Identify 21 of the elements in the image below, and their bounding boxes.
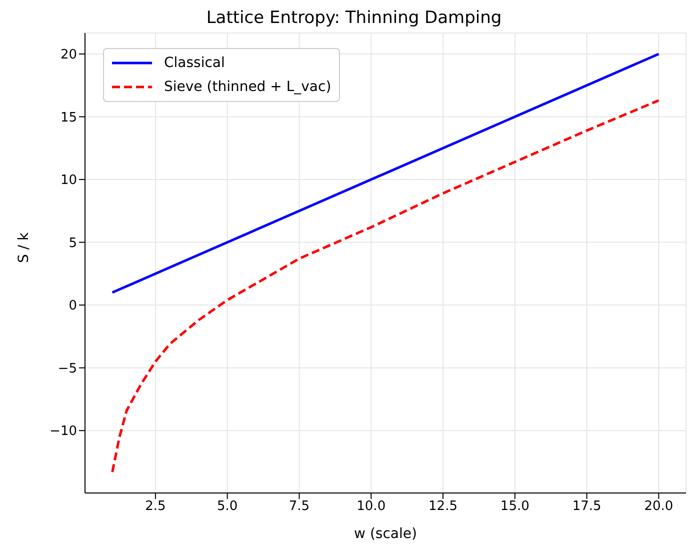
x-tick-label: 7.5 <box>288 499 310 514</box>
y-axis-title: S / k <box>16 231 32 263</box>
x-tick-label: 12.5 <box>428 499 458 514</box>
y-tick-label: 15 <box>60 110 77 126</box>
y-tick-label: −5 <box>58 361 77 376</box>
x-tick-label: 15.0 <box>500 499 530 514</box>
chart-title: Lattice Entropy: Thinning Damping <box>205 8 503 28</box>
legend-label: Classical <box>164 55 225 71</box>
legend-label: Sieve (thinned + L_vac) <box>164 79 332 95</box>
x-tick-label: 10.0 <box>356 499 386 514</box>
y-tick-label: 20 <box>60 48 77 63</box>
x-tick-label: 5.0 <box>217 499 238 514</box>
x-axis-title: w (scale) <box>354 526 417 542</box>
y-tick-label: 5 <box>68 236 77 251</box>
x-tick-label: 2.5 <box>145 499 166 514</box>
x-tick-label: 17.5 <box>572 499 602 514</box>
x-tick-label: 20.0 <box>644 499 674 514</box>
y-tick-label: 0 <box>68 298 77 314</box>
line-series <box>111 99 660 474</box>
y-tick-label: 10 <box>60 173 77 188</box>
y-tick-label: −10 <box>50 424 77 440</box>
